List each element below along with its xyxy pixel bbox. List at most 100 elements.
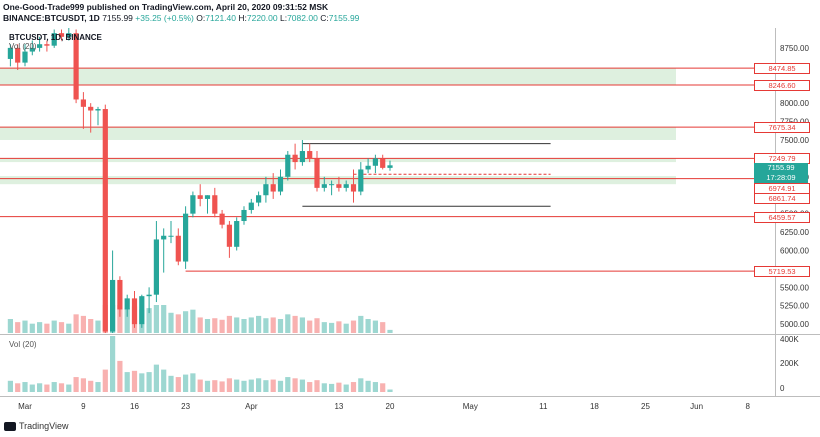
zone-rect [0, 127, 676, 140]
volume-pane-bar [51, 382, 57, 392]
candle-body [263, 184, 269, 196]
volume-bar [117, 305, 123, 333]
candle-body [37, 44, 43, 48]
volume-bar [299, 317, 305, 333]
candle-body [139, 296, 145, 325]
volume-bar [365, 319, 371, 333]
candle-body [66, 33, 72, 37]
time-tick-label: 11 [539, 402, 548, 411]
candle-body [197, 195, 203, 199]
volume-pane-bar [175, 377, 181, 392]
volume-pane-bar [248, 379, 254, 392]
high-value: 7220.00 [246, 13, 278, 23]
time-tick-label: 8 [745, 402, 750, 411]
candle-body [80, 99, 86, 107]
time-tick-label: 18 [590, 402, 599, 411]
candle-body [380, 158, 386, 168]
volume-bar [29, 323, 35, 333]
candle-body [285, 154, 291, 177]
volume-bar [197, 317, 203, 333]
price-tag: 7675.34 [754, 122, 810, 134]
footer: TradingView [4, 421, 69, 431]
volume-pane-bar [372, 382, 378, 392]
volume-axis: 400K 200K 0 [780, 335, 799, 393]
volume-pane-bar [329, 383, 335, 392]
volume-pane-bar [343, 384, 349, 392]
volume-pane-bar [380, 383, 386, 392]
candle-body [168, 235, 174, 237]
candle-body [336, 184, 342, 188]
zone-rect [0, 68, 676, 85]
volume-bar [7, 319, 13, 333]
candle-body [387, 165, 393, 168]
volume-pane-bar [37, 383, 43, 392]
price-tick-label: 8000.00 [780, 99, 809, 108]
volume-pane-bar [321, 383, 327, 392]
volume-pane-bar [161, 369, 167, 392]
volume-pane-bar [204, 380, 211, 392]
candle-body [161, 235, 167, 240]
volume-bar [124, 308, 130, 333]
price-tick-label: 7500.00 [780, 136, 809, 145]
candle-body [343, 184, 349, 188]
volume-bar [285, 314, 291, 333]
volume-bar [161, 305, 167, 333]
volume-bar [241, 319, 247, 333]
candle-body [307, 151, 313, 159]
candle-body [110, 279, 116, 332]
volume-bar [51, 320, 57, 333]
volume-bar [175, 314, 181, 333]
volume-pane-bar [219, 381, 225, 392]
symbol: BINANCE:BTCUSDT, 1D [3, 13, 100, 23]
low-value: 7082.00 [287, 13, 318, 23]
candle-body [95, 109, 101, 111]
volume-pane-bar [124, 372, 130, 392]
candle-body [234, 221, 240, 247]
volume-pane-bar [234, 379, 240, 392]
volume-pane-bar [285, 377, 291, 392]
volume-bar [248, 317, 254, 333]
volume-bar [204, 319, 211, 333]
zone-rect [0, 158, 676, 163]
candle-body [73, 33, 79, 100]
candle-body [292, 154, 298, 163]
volume-pane-bar [263, 380, 269, 392]
candle-body [190, 195, 196, 214]
volume-pane-bar [350, 382, 357, 392]
time-tick-label: 25 [641, 402, 650, 411]
price-tick-label: 8750.00 [780, 44, 809, 53]
volume-bar [95, 320, 101, 333]
volume-pane-bar [197, 379, 203, 392]
volume-pane-label: Vol (20) [9, 340, 37, 349]
candle-body [58, 33, 65, 37]
volume-pane-bar [15, 383, 21, 392]
volume-pane-bar [95, 382, 101, 392]
volume-bar [168, 312, 174, 333]
volume-bar [387, 329, 393, 333]
last-price: 7155.99 [102, 13, 133, 23]
candle-body [277, 176, 284, 192]
horizontal-levels [0, 67, 775, 272]
candle-body [183, 213, 189, 262]
pane-vol-label: Vol (20) [9, 42, 37, 51]
candle-body [15, 47, 21, 63]
candle-body [372, 158, 378, 166]
candle-body [204, 195, 211, 199]
candle-body [44, 44, 50, 46]
volume-bar [372, 320, 378, 333]
volume-pane-bar [212, 380, 218, 392]
candle-body [131, 298, 138, 325]
volume-pane-bar [131, 370, 138, 392]
volume-pane-bar [292, 378, 298, 392]
price-tick-label: 5000.00 [780, 320, 809, 329]
volume-bar [212, 318, 218, 333]
candle-body [358, 169, 364, 192]
price-zones [0, 68, 676, 185]
candle-body [102, 109, 108, 332]
footer-brand: TradingView [19, 421, 69, 431]
candle-body [219, 213, 225, 225]
price-tick-label: 5250.00 [780, 302, 809, 311]
volume-bar [234, 317, 240, 333]
volume-pane-bar [29, 384, 35, 392]
